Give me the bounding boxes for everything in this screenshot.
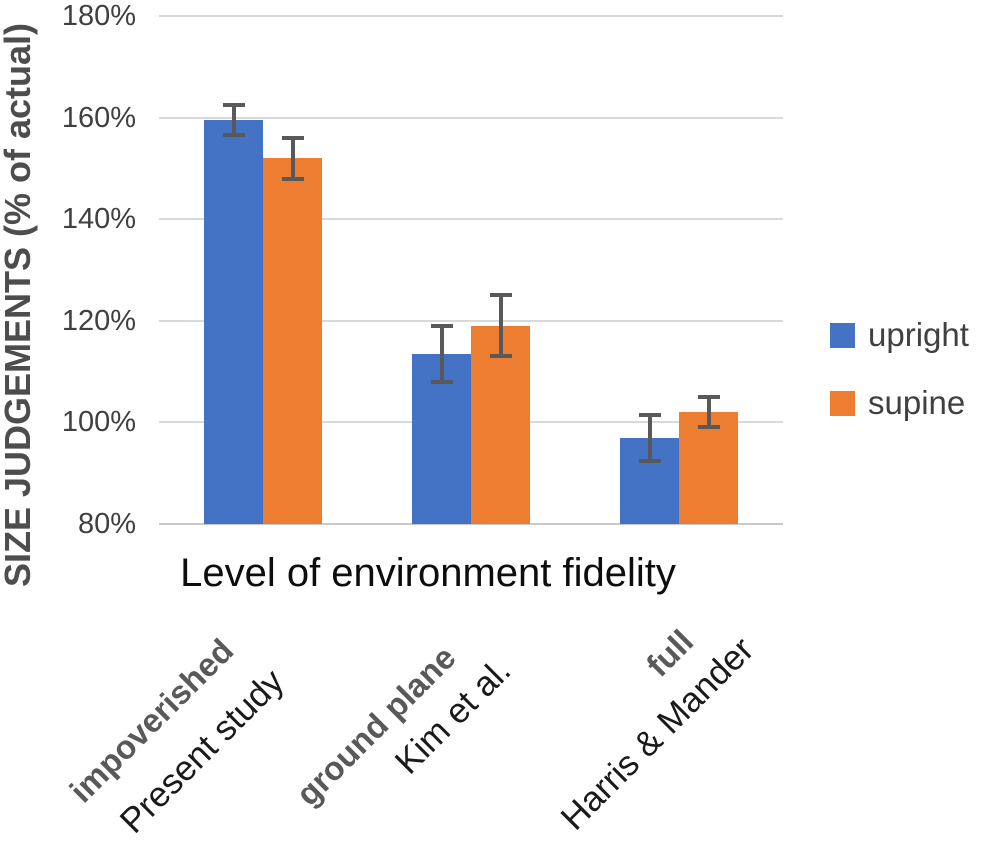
legend-item-upright: upright (830, 312, 969, 358)
legend-swatch-upright (830, 322, 855, 348)
y-tick-label-100%: 100% (61, 406, 136, 439)
gridline-160% (159, 116, 783, 119)
legend-label-supine: supine (868, 384, 966, 421)
error-bar-upright-2 (647, 414, 652, 461)
error-bar-cap-top-upright-2 (638, 412, 661, 417)
y-tick-label-120%: 120% (61, 304, 136, 337)
legend-swatch-supine (830, 390, 855, 416)
error-bar-supine-0 (290, 137, 295, 179)
error-bar-upright-0 (231, 104, 236, 136)
legend-item-supine: supine (830, 380, 969, 426)
error-bar-cap-top-supine-0 (281, 135, 304, 140)
y-tick-label-140%: 140% (61, 203, 136, 236)
y-tick-label-160%: 160% (61, 101, 136, 134)
legend: upright supine (830, 312, 969, 448)
bar-upright-0 (204, 120, 263, 524)
legend-label-upright: upright (868, 316, 969, 353)
x-axis-line (159, 523, 783, 525)
y-tick-label-80%: 80% (77, 508, 136, 540)
error-bar-cap-top-upright-0 (222, 102, 245, 107)
error-bar-cap-bottom-supine-2 (697, 425, 720, 430)
gridline-180% (159, 15, 783, 17)
y-axis-title: SIZE JUDGEMENTS (% of actual) (0, 22, 38, 588)
bar-supine-0 (263, 158, 322, 524)
gridline-140% (159, 218, 783, 221)
error-bar-supine-1 (498, 295, 503, 357)
error-bar-upright-1 (439, 325, 444, 382)
error-bar-cap-bottom-upright-2 (638, 458, 661, 463)
error-bar-cap-bottom-upright-1 (430, 379, 453, 384)
error-bar-supine-2 (706, 397, 711, 428)
gridline-120% (159, 319, 783, 322)
bar-supine-2 (679, 412, 738, 524)
error-bar-cap-top-supine-1 (489, 293, 512, 298)
bar-supine-1 (471, 325, 530, 524)
error-bar-cap-bottom-supine-1 (489, 354, 512, 359)
error-bar-cap-bottom-supine-0 (281, 176, 304, 181)
x-axis-title: Level of environment fidelity (180, 551, 676, 595)
error-bar-cap-top-supine-2 (697, 395, 720, 399)
error-bar-cap-top-upright-1 (430, 323, 453, 328)
error-bar-cap-bottom-upright-0 (222, 133, 245, 138)
y-tick-label-180%: 180% (61, 0, 136, 32)
